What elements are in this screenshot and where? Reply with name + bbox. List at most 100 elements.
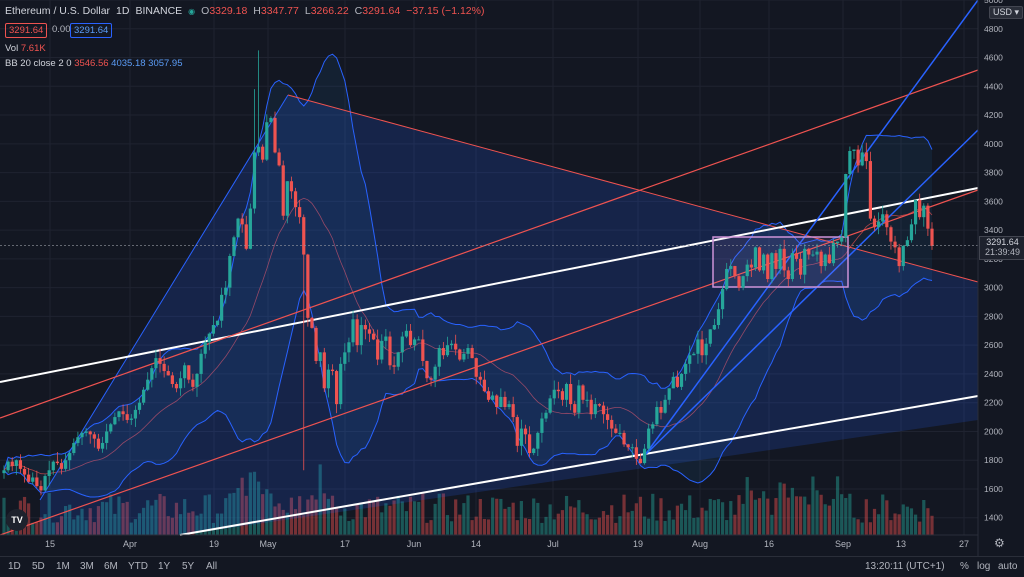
candle-body <box>630 447 634 449</box>
time-axis[interactable]: 15 Apr 19 May 17 Jun 14 Jul 19 Aug 16 Sep 13 27 <box>45 539 969 549</box>
candle-body <box>511 404 515 418</box>
volume-bar <box>371 501 376 535</box>
candle-body <box>766 254 770 280</box>
candle-body <box>503 396 507 408</box>
range-button-5y[interactable]: 5Y <box>182 561 195 572</box>
high-value: 3347.77 <box>260 5 299 17</box>
candle-body <box>31 477 35 482</box>
percent-toggle[interactable]: % <box>960 561 969 572</box>
candle-body <box>548 398 552 413</box>
candle-body <box>922 205 926 218</box>
range-button-1y[interactable]: 1Y <box>158 561 171 572</box>
gear-icon[interactable]: ⚙ <box>994 536 1005 550</box>
range-button-6m[interactable]: 6M <box>104 561 118 572</box>
candle-body <box>770 253 774 280</box>
candle-body <box>322 352 326 389</box>
clock[interactable]: 13:20:11 (UTC+1) <box>865 561 945 572</box>
candle-body <box>454 343 458 350</box>
candle-body <box>203 342 207 354</box>
volume-bar <box>663 520 667 535</box>
volume-bar <box>655 520 659 535</box>
range-button-5d[interactable]: 5D <box>32 561 45 572</box>
volume-bar <box>671 519 675 535</box>
volume-bar <box>905 506 909 535</box>
volume-bar <box>47 493 51 535</box>
volume-bar <box>43 514 47 535</box>
volume-bar <box>614 522 618 535</box>
candle-body <box>745 264 749 277</box>
candle-body <box>178 378 183 389</box>
candle-body <box>166 371 170 376</box>
price-tick-label: 1600 <box>984 484 1003 494</box>
candle-body <box>330 369 335 372</box>
time-tick-label: Apr <box>123 539 137 549</box>
sell-price-button[interactable]: 3291.64 <box>5 23 48 38</box>
time-tick-label: 13 <box>896 539 906 549</box>
candle-body <box>367 329 372 334</box>
symbol-title[interactable]: Ethereum / U.S. Dollar <box>5 5 111 17</box>
volume-bar <box>88 508 92 535</box>
volume-bar <box>150 505 154 535</box>
candle-body <box>92 434 96 439</box>
candle-body <box>343 352 347 364</box>
range-button-1m[interactable]: 1M <box>56 561 70 572</box>
candle-body <box>154 358 158 369</box>
auto-toggle[interactable]: auto <box>998 561 1018 572</box>
buy-price-button[interactable]: 3291.64 <box>70 23 113 38</box>
candle-body <box>72 442 76 454</box>
volume-bar <box>183 499 187 535</box>
currency-selector[interactable]: USD ▾ <box>989 6 1024 19</box>
volume-bar <box>437 493 441 535</box>
candle-body <box>191 379 195 387</box>
interval-label[interactable]: 1D <box>116 5 130 17</box>
candle-body <box>277 152 281 166</box>
volume-bar <box>807 504 811 535</box>
volume-bar <box>158 493 162 535</box>
volume-bar <box>343 508 347 535</box>
volume-bar <box>433 503 437 535</box>
candle-body <box>930 228 934 246</box>
volume-indicator-legend[interactable]: Vol 7.61K <box>5 43 46 54</box>
candle-body <box>729 266 733 269</box>
range-button-all[interactable]: All <box>206 561 218 572</box>
range-button-3m[interactable]: 3M <box>80 561 94 572</box>
volume-bar <box>298 496 302 535</box>
volume-bar <box>733 514 737 535</box>
volume-bar <box>770 514 774 535</box>
volume-bar <box>909 508 914 535</box>
volume-bar <box>577 500 581 535</box>
volume-bar <box>544 516 548 535</box>
volume-bar <box>314 499 318 535</box>
candle-body <box>187 365 191 380</box>
price-tick-label: 2000 <box>984 426 1003 436</box>
volume-bar <box>626 512 630 535</box>
volume-bar <box>429 520 433 535</box>
volume-bar <box>757 498 762 535</box>
time-tick-label: 14 <box>471 539 481 549</box>
log-toggle[interactable]: log <box>977 561 991 572</box>
volume-bar <box>491 497 495 535</box>
volume-bar <box>840 494 844 535</box>
volume-bar <box>113 513 117 535</box>
red-trend-lower <box>0 189 979 536</box>
candle-body <box>261 146 265 160</box>
price-axis[interactable]: 1400160018002000220024002600280030003200… <box>984 0 1003 523</box>
candle-body <box>589 399 593 415</box>
range-button-ytd[interactable]: YTD <box>128 561 148 572</box>
range-button-1d[interactable]: 1D <box>8 561 21 572</box>
volume-bar <box>478 499 482 535</box>
candle-body <box>125 414 129 420</box>
volume-bar <box>347 521 351 535</box>
volume-bar <box>642 516 647 535</box>
volume-bar <box>281 509 285 535</box>
candle-body <box>803 248 807 275</box>
candle-body <box>10 461 14 466</box>
candle-body <box>183 365 187 379</box>
candle-body <box>614 428 618 433</box>
candle-body <box>889 227 893 242</box>
bollinger-indicator-legend[interactable]: BB 20 close 2 0 3546.56 4035.18 3057.95 <box>5 58 183 69</box>
volume-bar <box>277 503 281 535</box>
candle-body <box>392 365 396 367</box>
volume-bar <box>720 502 725 535</box>
